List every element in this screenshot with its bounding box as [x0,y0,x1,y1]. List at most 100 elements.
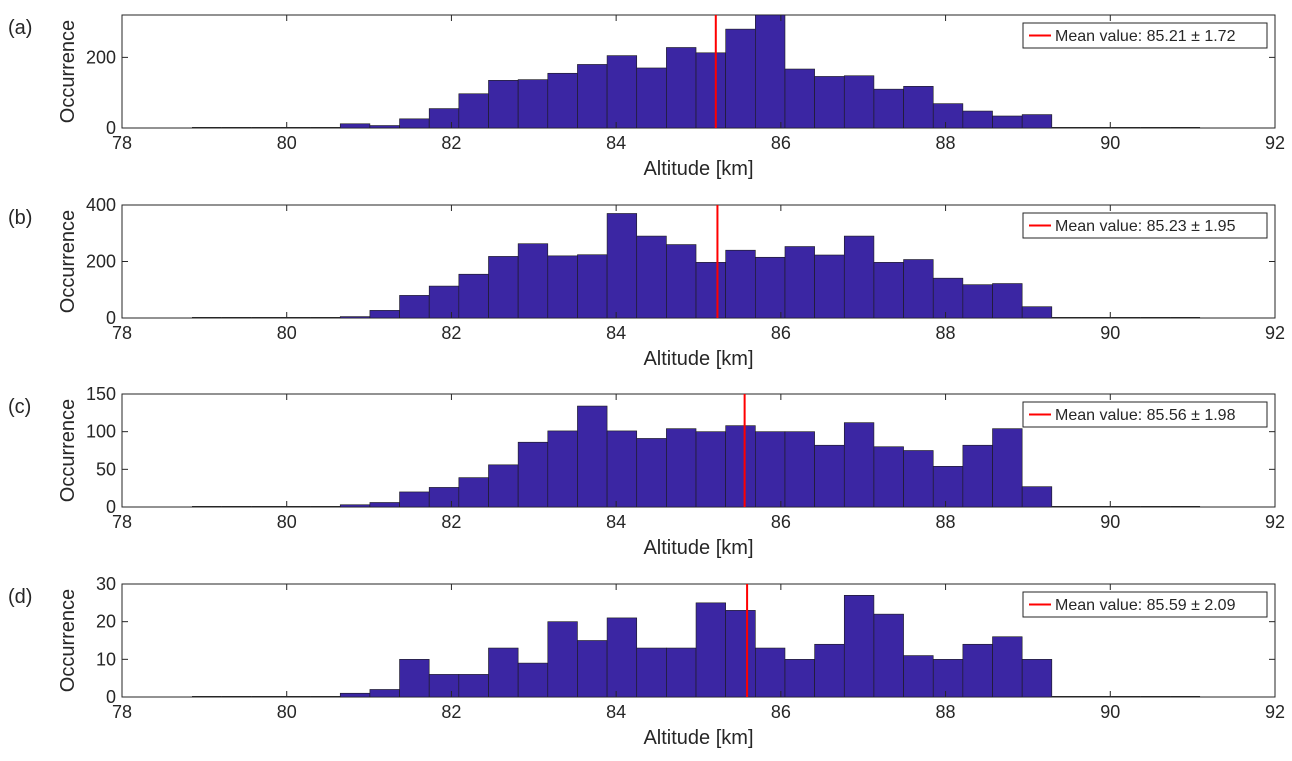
histogram-bar [606,55,638,129]
x-tick-label: 84 [606,133,626,153]
x-tick-label: 80 [277,133,297,153]
x-tick-label: 80 [277,323,297,343]
y-axis-label: Occurrence [57,399,79,502]
panel-1: 78 80 82 84 86 88 90 92 0 200 Altitude [km] Occurre… [8,14,1285,180]
histogram-bar [1021,114,1053,129]
histogram-bar [932,103,964,129]
histogram-bar [458,93,489,129]
x-axis-label: Altitude [km] [643,348,753,370]
histogram-bar [784,68,815,129]
histogram-bar [725,28,756,129]
histogram-bar [577,254,608,319]
histogram-bar [577,405,608,508]
histogram-bar [606,430,638,508]
histogram-bar [932,277,964,319]
x-tick-label: 90 [1100,133,1120,153]
histogram-bar [339,123,371,129]
histogram-bar [577,640,608,698]
histogram-bar [695,431,726,508]
x-tick-label: 78 [112,702,132,722]
x-tick-label: 82 [441,133,461,153]
x-tick-label: 78 [112,133,132,153]
histogram-bar [814,444,845,508]
histogram-bar [666,244,697,319]
histogram-bar [873,88,904,129]
panel-2: 78 80 82 84 86 88 90 92 0 200 400 Altitude [km] Occu… [8,195,1285,370]
panel-label: (d) [8,586,32,608]
histogram-bar [962,643,993,698]
histogram-bar [755,256,786,319]
histogram-bar [1021,486,1053,508]
histogram-bar [636,67,667,129]
x-tick-label: 84 [606,512,626,532]
histogram-bar [547,255,578,319]
histogram-bar [695,52,726,129]
histogram-bar [577,64,608,129]
x-axis-label: Altitude [km] [643,158,753,180]
histogram-bar [458,477,489,508]
histogram-bar [428,674,460,698]
histogram-bar [547,621,578,698]
histogram-bar [606,213,638,319]
legend-box [1022,401,1268,428]
x-tick-label: 86 [771,133,791,153]
histogram-bar [488,647,519,698]
x-tick-label: 92 [1265,512,1285,532]
histogram-bar [517,243,549,319]
histogram-bar [784,246,815,319]
x-tick-label: 86 [771,512,791,532]
histogram-bar [695,602,726,698]
x-tick-label: 84 [606,702,626,722]
x-tick-label: 90 [1100,512,1120,532]
histogram-bar [814,643,845,698]
histogram-bar [636,235,667,319]
histogram-bar [606,617,638,698]
histogram-bar [962,110,993,129]
histogram-bar [666,428,697,508]
panel-3: 78 80 82 84 86 88 90 92 0 50 100 150 Altitude [km] Oc… [8,384,1285,559]
legend-box [1022,212,1268,239]
x-tick-label: 80 [277,702,297,722]
x-tick-label: 90 [1100,702,1120,722]
x-tick-label: 80 [277,512,297,532]
histogram-bar [903,259,934,319]
legend-entry: Mean value: 85.21 ± 1.72 [1055,28,1236,45]
histogram-bar [932,466,964,508]
y-tick-label: 0 [106,497,116,517]
histogram-bar [399,659,430,698]
histogram-bar [843,594,875,698]
x-axis-label: Altitude [km] [643,537,753,559]
histogram-bar [666,647,697,698]
histogram-bar [517,441,549,508]
x-tick-label: 88 [936,133,956,153]
y-tick-label: 150 [86,384,116,404]
y-tick-label: 0 [106,687,116,707]
x-tick-label: 90 [1100,323,1120,343]
y-tick-label: 400 [86,195,116,215]
histogram-bar [992,115,1023,129]
histogram-bar [962,284,993,319]
histogram-bar [666,47,697,129]
legend-box [1022,591,1268,618]
histogram-bar [962,444,993,508]
x-axis-label: Altitude [km] [643,727,753,749]
histogram-bar [725,610,756,698]
histogram-bar [843,75,875,129]
y-tick-label: 10 [96,649,116,669]
x-tick-label: 78 [112,512,132,532]
histogram-bar [725,249,756,319]
x-tick-label: 92 [1265,702,1285,722]
histogram-bar [903,655,934,698]
histogram-bar [547,72,578,129]
legend-entry: Mean value: 85.23 ± 1.95 [1055,218,1236,235]
histogram-bar [784,659,815,698]
x-tick-label: 88 [936,702,956,722]
legend-entry: Mean value: 85.59 ± 2.09 [1055,597,1236,614]
legend-entry: Mean value: 85.56 ± 1.98 [1055,407,1236,424]
y-tick-label: 200 [86,47,116,67]
histogram-bar [369,502,400,508]
histogram-bar [547,430,578,508]
histogram-bar [695,262,726,319]
x-tick-label: 92 [1265,323,1285,343]
histogram-bar [399,295,430,319]
